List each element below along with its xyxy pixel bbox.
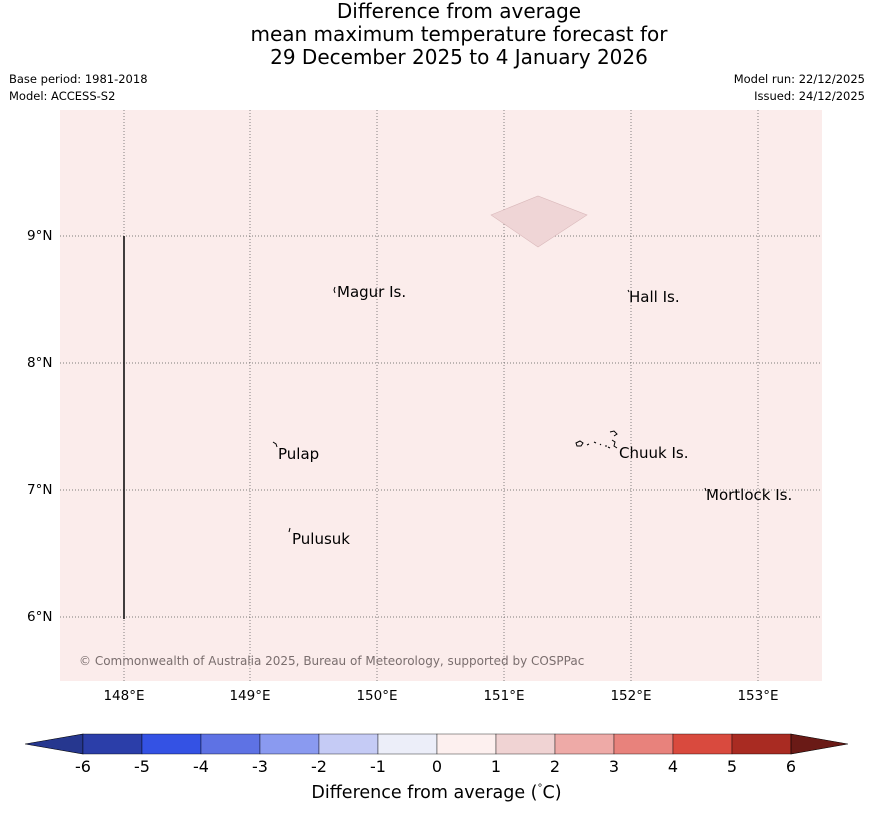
colorbar-label-unit: C — [542, 783, 555, 803]
colorbar-segment — [200, 733, 261, 755]
lat-label-7n: 7°N — [27, 482, 53, 498]
colorbar-segment — [731, 733, 792, 755]
lat-label-8n: 8°N — [27, 355, 53, 371]
island-hall — [627, 289, 630, 293]
colorbar-segment — [672, 733, 733, 755]
island-outlines — [272, 286, 707, 533]
colorbar-tick-label: -6 — [75, 757, 91, 776]
island-pulap — [272, 441, 278, 448]
colorbar-extend-high — [790, 733, 848, 755]
issued-text: Issued: 24/12/2025 — [754, 89, 865, 103]
place-label-pulap: Pulap — [278, 445, 320, 463]
graticule — [60, 110, 822, 681]
island-magur — [333, 286, 336, 294]
map-title: Difference from average mean maximum tem… — [0, 0, 873, 69]
colorbar-tick-label: 3 — [608, 757, 620, 776]
place-label-hall: Hall Is. — [629, 288, 680, 306]
colorbar-tick-label: -4 — [193, 757, 209, 776]
colorbar-tick-label: 1 — [490, 757, 502, 776]
colorbar-segment — [318, 733, 379, 755]
base-period-text: Base period: 1981-2018 — [9, 72, 148, 86]
colorbar-segment — [377, 733, 438, 755]
title-line-1: Difference from average — [336, 0, 582, 23]
colorbar-tick-label: 0 — [431, 757, 443, 776]
title-line-3: 29 December 2025 to 4 January 2026 — [270, 45, 648, 69]
colorbar-tick-label: -2 — [311, 757, 327, 776]
colorbar-tick-label: 5 — [726, 757, 738, 776]
colorbar-segment — [436, 733, 497, 755]
meta-left: Base period: 1981-2018 Model: ACCESS-S2 — [9, 71, 148, 105]
place-label-chuuk: Chuuk Is. — [619, 444, 689, 462]
map-canvas — [60, 110, 822, 681]
lon-label-150e: 150°E — [356, 688, 398, 704]
colorbar-tick-label: 4 — [667, 757, 679, 776]
lon-label-152e: 152°E — [610, 688, 652, 704]
colorbar-tick-label: 6 — [785, 757, 797, 776]
colorbar-tick-label: 2 — [549, 757, 561, 776]
colorbar-label-suffix: ) — [554, 783, 562, 803]
forecast-patch — [490, 195, 588, 248]
colorbar-tick-label: -1 — [370, 757, 386, 776]
colorbar-segment — [82, 733, 143, 755]
place-label-magur: Magur Is. — [337, 283, 407, 301]
place-label-mortlock: Mortlock Is. — [706, 486, 793, 504]
colorbar — [25, 733, 848, 755]
colorbar-segment — [495, 733, 556, 755]
colorbar-segment — [141, 733, 202, 755]
colorbar-segment — [259, 733, 320, 755]
map-panel[interactable]: Magur Is. Hall Is. Pulap Chuuk Is. Mortl… — [60, 110, 822, 681]
lon-label-153e: 153°E — [737, 688, 779, 704]
island-pulusuk — [288, 527, 291, 533]
lat-label-9n: 9°N — [27, 228, 53, 244]
model-run-text: Model run: 22/12/2025 — [733, 72, 865, 86]
colorbar-segment — [613, 733, 674, 755]
lon-label-149e: 149°E — [229, 688, 271, 704]
title-line-2: mean maximum temperature forecast for — [250, 22, 668, 46]
island-mortlock — [704, 487, 707, 492]
colorbar-tick-label: -5 — [134, 757, 150, 776]
island-chuuk — [575, 430, 618, 449]
lat-label-6n: 6°N — [27, 609, 53, 625]
colorbar-extend-low — [25, 733, 84, 755]
colorbar-tick-label: -3 — [252, 757, 268, 776]
place-label-pulusuk: Pulusuk — [292, 530, 350, 548]
lon-label-148e: 148°E — [103, 688, 145, 704]
model-text: Model: ACCESS-S2 — [9, 89, 116, 103]
colorbar-label-prefix: Difference from average ( — [311, 783, 538, 803]
colorbar-segment — [554, 733, 615, 755]
lon-label-151e: 151°E — [483, 688, 525, 704]
degree-superscript: ° — [537, 783, 543, 795]
colorbar-label: Difference from average (°C) — [0, 783, 873, 803]
copyright-text: © Commonwealth of Australia 2025, Bureau… — [79, 654, 585, 668]
meta-right: Model run: 22/12/2025 Issued: 24/12/2025 — [734, 71, 865, 105]
